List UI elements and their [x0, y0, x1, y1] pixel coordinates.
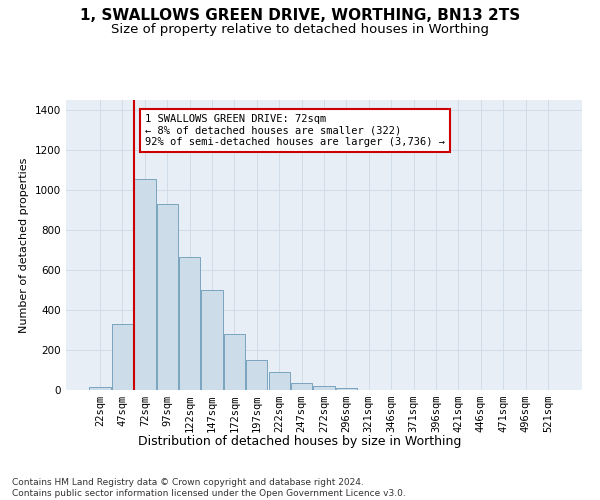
Bar [89, 387, 111, 390]
Text: 1, SWALLOWS GREEN DRIVE, WORTHING, BN13 2TS: 1, SWALLOWS GREEN DRIVE, WORTHING, BN13 … [80, 8, 520, 22]
Bar [246, 360, 268, 390]
Bar [112, 324, 133, 390]
Text: Contains HM Land Registry data © Crown copyright and database right 2024.
Contai: Contains HM Land Registry data © Crown c… [12, 478, 406, 498]
Bar [224, 334, 245, 390]
Bar [269, 372, 290, 390]
Y-axis label: Number of detached properties: Number of detached properties [19, 158, 29, 332]
Bar [202, 290, 223, 390]
Text: Size of property relative to detached houses in Worthing: Size of property relative to detached ho… [111, 22, 489, 36]
Bar [313, 386, 335, 390]
Bar [291, 383, 312, 390]
Text: 1 SWALLOWS GREEN DRIVE: 72sqm
← 8% of detached houses are smaller (322)
92% of s: 1 SWALLOWS GREEN DRIVE: 72sqm ← 8% of de… [145, 114, 445, 147]
Text: Distribution of detached houses by size in Worthing: Distribution of detached houses by size … [139, 435, 461, 448]
Bar [336, 388, 357, 390]
Bar [134, 179, 155, 390]
Bar [179, 257, 200, 390]
Bar [157, 204, 178, 390]
